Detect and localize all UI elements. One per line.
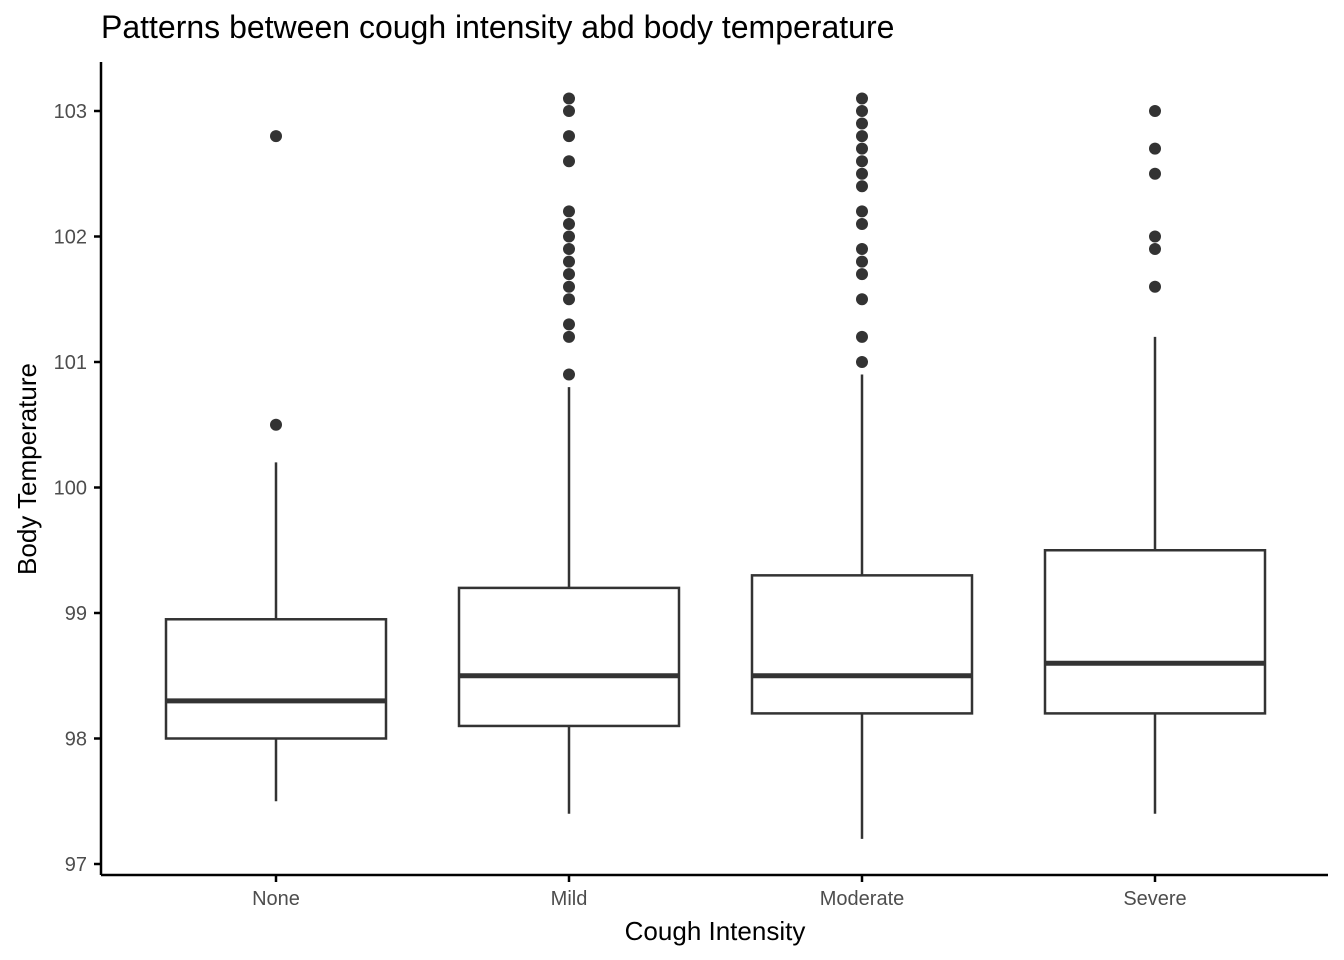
iqr-box: [1043, 549, 1267, 715]
outlier-point: [856, 180, 868, 193]
outlier-point: [1149, 105, 1161, 117]
x-tick-label: None: [252, 888, 300, 910]
outlier-point: [856, 356, 868, 368]
outlier-point: [856, 293, 868, 306]
outlier-point: [856, 268, 868, 281]
outlier-point: [1149, 230, 1161, 243]
outlier-point: [856, 130, 868, 143]
outlier-point: [563, 368, 575, 381]
outlier-point: [563, 105, 575, 117]
outlier-point: [563, 230, 575, 243]
x-tick-label: Moderate: [820, 888, 905, 910]
outlier-point: [1149, 167, 1161, 180]
outlier-point: [563, 293, 575, 306]
outlier-point: [856, 167, 868, 180]
chart-title: Patterns between cough intensity abd bod…: [101, 9, 894, 45]
outlier-point: [856, 92, 868, 105]
outlier-point: [856, 105, 868, 117]
y-tick-label: 99: [65, 603, 87, 625]
outlier-point: [856, 117, 868, 130]
outlier-point: [856, 142, 868, 155]
outlier-point: [563, 205, 575, 218]
outlier-point: [563, 243, 575, 256]
y-tick-label: 98: [65, 729, 87, 751]
iqr-box: [750, 574, 974, 715]
y-tick-label: 101: [54, 352, 87, 374]
outlier-point: [563, 217, 575, 230]
x-tick-label: Mild: [551, 888, 588, 910]
outlier-point: [563, 268, 575, 281]
outlier-point: [563, 255, 575, 268]
outlier-point: [856, 155, 868, 168]
y-tick-label: 102: [54, 227, 87, 249]
outlier-point: [856, 243, 868, 256]
outlier-point: [563, 92, 575, 105]
outlier-point: [1149, 142, 1161, 155]
outlier-point: [563, 280, 575, 293]
outlier-point: [1149, 243, 1161, 256]
outlier-point: [270, 418, 282, 431]
iqr-box: [457, 586, 681, 728]
outlier-point: [1149, 280, 1161, 293]
y-tick-label: 97: [65, 854, 87, 876]
y-tick-label: 103: [54, 101, 87, 123]
outlier-point: [563, 330, 575, 343]
iqr-box: [164, 618, 388, 740]
outlier-point: [856, 330, 868, 343]
x-axis-title: Cough Intensity: [625, 916, 806, 946]
outlier-point: [856, 217, 868, 230]
outlier-point: [856, 205, 868, 218]
outlier-point: [856, 255, 868, 268]
outlier-point: [563, 155, 575, 168]
outlier-point: [270, 130, 282, 143]
y-tick-label: 100: [54, 478, 87, 500]
x-tick-label: Severe: [1123, 888, 1186, 910]
y-axis-title: Body Temperature: [12, 363, 42, 575]
plot-area: 97 98 99 100 101 102 103 None Mild Moderate Severe: [54, 62, 1328, 910]
outlier-point: [563, 318, 575, 331]
outlier-point: [563, 130, 575, 143]
